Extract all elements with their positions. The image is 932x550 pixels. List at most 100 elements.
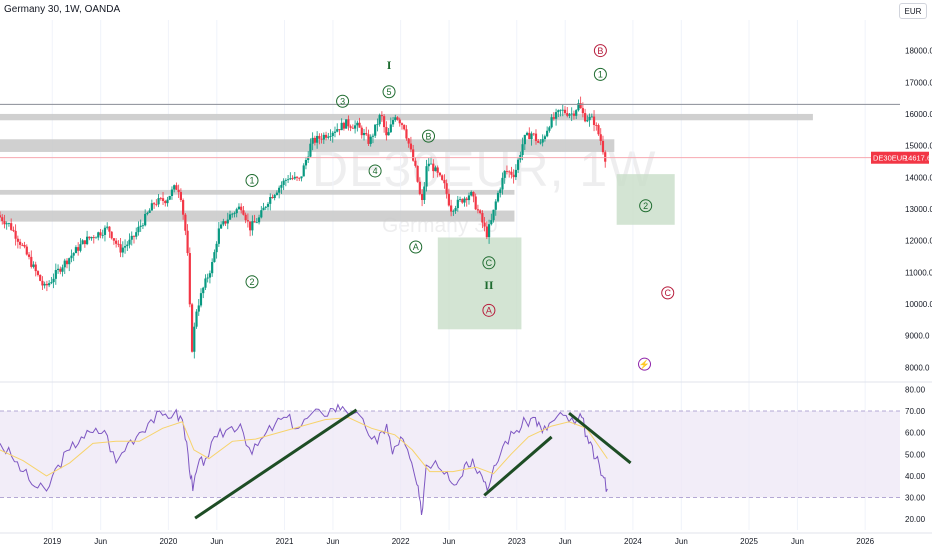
candle-body: [601, 140, 605, 153]
candle-body: [541, 139, 544, 143]
candle-body: [474, 196, 477, 210]
candle-body: [123, 246, 127, 248]
candle-body: [34, 264, 37, 272]
candle-body: [219, 224, 223, 229]
candle-body: [14, 230, 17, 239]
candle-body: [407, 138, 410, 144]
candle-body: [530, 133, 533, 140]
candle-body: [595, 125, 598, 126]
candle-body: [168, 195, 171, 200]
candle-body: [336, 129, 339, 132]
candle-body: [293, 176, 296, 179]
candle-body: [327, 136, 330, 138]
candle-body: [311, 137, 314, 144]
candle-body: [349, 126, 352, 128]
candle-body: [494, 201, 497, 210]
candle-body: [121, 247, 124, 253]
candle-body: [588, 116, 591, 121]
candle-body: [566, 113, 569, 116]
candle-body: [443, 179, 446, 184]
candle-body: [503, 171, 506, 178]
candle-body: [112, 238, 115, 241]
candle-body: [295, 176, 299, 178]
candle-body: [21, 244, 24, 246]
candle-body: [338, 129, 341, 131]
candle-body: [492, 209, 495, 221]
candle-body: [362, 133, 366, 136]
candle-body: [581, 108, 584, 114]
candle-body: [208, 273, 212, 278]
candle-body: [199, 293, 203, 306]
candle-body: [387, 132, 390, 136]
candle-body: [537, 140, 540, 143]
candle-body: [61, 267, 64, 272]
candle-body: [257, 217, 261, 223]
price-axis-tick: 18000.0: [905, 47, 932, 56]
candle-body: [432, 163, 435, 172]
candle-body: [427, 163, 430, 167]
rsi-axis-tick: 20.00: [905, 515, 926, 524]
price-axis-tick: 14000.0: [905, 173, 932, 182]
symbol-tag: DE30EUR: [873, 154, 908, 163]
candle-body: [575, 110, 578, 116]
candle-body: [79, 244, 82, 251]
candle-body: [289, 178, 292, 180]
time-axis-tick: 2024: [624, 537, 642, 546]
candle-body: [517, 159, 520, 170]
candle-body: [485, 226, 488, 238]
candle-body: [164, 200, 167, 204]
candle-body: [434, 167, 437, 172]
candle-body: [43, 283, 46, 286]
rsi-band: [0, 410, 900, 498]
candle-body: [135, 232, 138, 237]
wave-label: 2: [643, 201, 648, 211]
time-axis-tick: Jun: [559, 537, 572, 546]
candle-body: [246, 220, 249, 222]
candle-body: [590, 116, 593, 118]
rsi-axis-tick: 70.00: [905, 407, 926, 416]
candle-body: [365, 133, 368, 135]
candle-body: [115, 240, 118, 244]
candle-body: [396, 117, 399, 120]
candle-body: [16, 238, 19, 242]
last-price-label-bg: [871, 151, 929, 164]
wave-label: II: [484, 278, 494, 292]
target-zone: [437, 237, 522, 330]
candle-body: [224, 221, 227, 224]
candle-body: [184, 214, 187, 231]
candle-body: [586, 120, 589, 122]
price-axis-tick: 17000.0: [905, 78, 932, 87]
candle-body: [137, 226, 140, 233]
price-axis-tick: 15000.0: [905, 142, 932, 151]
candle-body: [604, 152, 607, 162]
candle-body: [179, 192, 182, 201]
rsi-moving-average-line: [0, 416, 608, 477]
candle-body: [7, 223, 11, 224]
candle-body: [394, 117, 397, 121]
candle-body: [532, 133, 535, 135]
candle-body: [376, 124, 379, 126]
candle-body: [405, 129, 408, 139]
candle-body: [206, 277, 209, 279]
candle-body: [155, 204, 158, 206]
candle-body: [88, 236, 91, 239]
currency-button[interactable]: EUR: [899, 3, 927, 19]
candle-body: [597, 125, 600, 135]
wave-label-circle: [661, 286, 675, 300]
candle-body: [152, 203, 156, 205]
wave-label: B: [597, 46, 603, 56]
candle-body: [412, 149, 415, 161]
candle-body: [108, 226, 111, 232]
candle-body: [358, 122, 361, 128]
candle-body: [331, 132, 334, 137]
candle-body: [481, 213, 484, 223]
candle-body: [550, 117, 553, 128]
candle-body: [275, 192, 279, 195]
candle-body: [72, 253, 75, 256]
candle-body: [329, 136, 332, 137]
candle-body: [280, 184, 283, 188]
candle-body: [126, 244, 129, 247]
candle-body: [467, 195, 471, 201]
candle-body: [56, 268, 60, 271]
